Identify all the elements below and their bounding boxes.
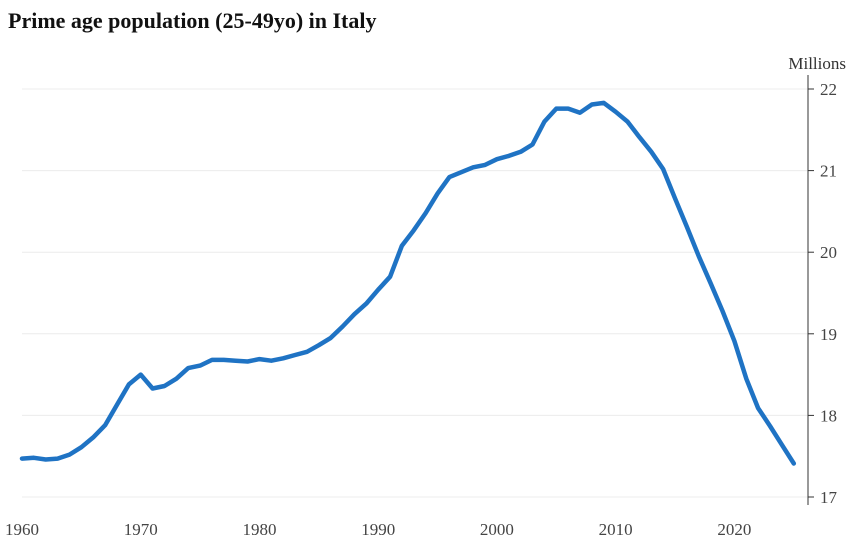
chart-title: Prime age population (25-49yo) in Italy	[8, 8, 377, 33]
x-tick-label: 1960	[5, 520, 39, 539]
y-tick-label: 19	[820, 325, 837, 344]
y-tick-label: 21	[820, 162, 837, 181]
gridlines	[22, 88, 808, 498]
y-tick-label: 18	[820, 406, 837, 425]
y-axis-unit-label: Millions	[788, 54, 846, 73]
y-tick-label: 20	[820, 243, 837, 262]
x-axis-ticks: 1960 1970 1980 1990 2000 2010 2020	[5, 520, 751, 539]
y-axis-ticks: 17 18 19 20 21 22	[808, 80, 838, 507]
x-tick-label: 2020	[717, 520, 751, 539]
x-tick-label: 1970	[124, 520, 158, 539]
x-tick-label: 2000	[480, 520, 514, 539]
x-tick-label: 1990	[361, 520, 395, 539]
series-line	[19, 100, 797, 466]
x-tick-label: 1980	[242, 520, 276, 539]
y-tick-label: 17	[820, 488, 838, 507]
y-tick-label: 22	[820, 80, 837, 99]
x-tick-label: 2010	[599, 520, 633, 539]
